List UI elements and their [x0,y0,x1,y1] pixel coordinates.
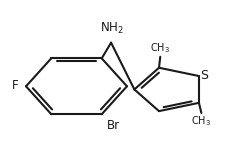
Text: NH$_2$: NH$_2$ [100,20,124,36]
Text: F: F [12,80,19,92]
Text: CH$_3$: CH$_3$ [150,41,170,55]
Text: S: S [200,69,208,82]
Text: Br: Br [107,119,120,132]
Text: CH$_3$: CH$_3$ [191,115,211,128]
